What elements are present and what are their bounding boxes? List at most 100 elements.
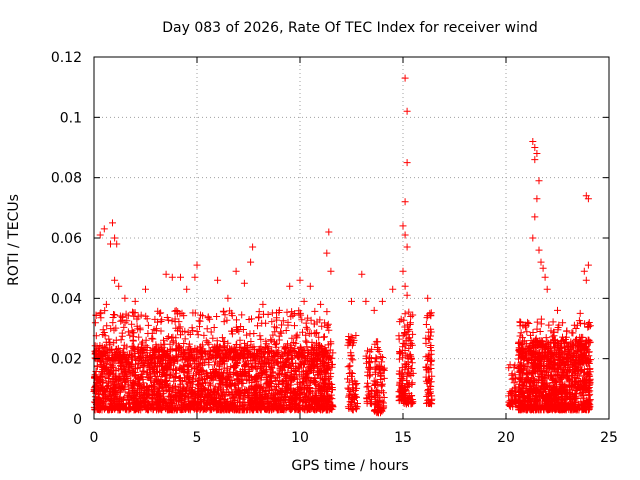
data-point: [346, 362, 354, 370]
data-point: [523, 340, 531, 348]
data-point: [282, 393, 290, 401]
data-point: [311, 307, 319, 315]
data-point: [346, 339, 354, 347]
data-point: [235, 375, 243, 383]
data-point: [427, 309, 435, 317]
data-point: [172, 367, 179, 374]
data-point: [510, 379, 518, 387]
data-point: [294, 406, 302, 414]
data-point: [307, 350, 315, 358]
data-point: [256, 370, 264, 377]
data-point: [175, 374, 183, 382]
data-point: [111, 234, 119, 242]
data-point: [107, 400, 115, 408]
data-point: [378, 382, 386, 390]
data-point: [295, 364, 303, 372]
data-point: [368, 345, 376, 353]
data-point: [223, 388, 231, 396]
data-point: [530, 382, 538, 390]
data-point: [252, 365, 260, 373]
data-point: [319, 379, 327, 387]
data-point: [346, 388, 354, 395]
data-point: [197, 366, 205, 374]
data-point: [174, 308, 182, 316]
data-point: [317, 300, 325, 308]
data-point: [377, 407, 384, 415]
data-point: [320, 368, 328, 376]
data-point: [347, 355, 355, 363]
data-point: [519, 334, 526, 342]
data-point: [180, 349, 188, 357]
data-point: [508, 391, 516, 399]
y-tick-label: 0: [73, 412, 82, 428]
data-point: [224, 339, 232, 347]
data-point: [103, 322, 111, 330]
data-point: [189, 327, 197, 335]
data-point: [166, 340, 174, 348]
data-point: [111, 373, 119, 381]
data-point: [233, 359, 241, 366]
data-point: [553, 370, 561, 378]
data-point: [280, 376, 288, 384]
data-point: [574, 347, 582, 355]
data-point: [296, 390, 303, 397]
data-point: [378, 297, 386, 305]
data-point: [126, 369, 134, 377]
data-point: [576, 353, 584, 361]
data-point: [389, 285, 397, 293]
data-point: [205, 386, 212, 394]
data-point: [533, 394, 540, 402]
data-point: [580, 379, 588, 387]
data-point: [348, 391, 356, 399]
data-point: [299, 397, 307, 405]
data-point: [206, 381, 214, 389]
data-point: [306, 365, 314, 373]
data-point: [252, 375, 260, 383]
data-point: [530, 343, 538, 351]
data-point: [405, 344, 413, 352]
data-point: [220, 308, 228, 316]
data-point: [91, 371, 99, 379]
data-point: [399, 354, 407, 362]
data-point: [285, 399, 293, 406]
data-point: [319, 393, 327, 401]
data-point: [261, 354, 269, 362]
data-point: [576, 383, 584, 391]
data-point: [576, 309, 584, 317]
data-point: [131, 297, 139, 305]
data-point: [197, 348, 205, 356]
data-point: [172, 324, 180, 332]
data-point: [237, 350, 245, 358]
data-point: [523, 352, 531, 360]
data-point: [347, 338, 355, 346]
data-point: [506, 361, 514, 369]
data-point: [126, 331, 134, 339]
data-point: [181, 327, 189, 335]
data-point: [207, 405, 215, 413]
data-point: [403, 243, 411, 251]
data-point: [318, 322, 326, 330]
data-point: [176, 393, 183, 401]
data-point: [156, 392, 164, 400]
data-point: [509, 374, 517, 382]
data-point: [102, 300, 110, 308]
data-point: [160, 364, 168, 372]
data-point: [205, 347, 213, 355]
data-point: [295, 307, 303, 315]
data-point: [584, 369, 592, 377]
data-point: [585, 323, 593, 330]
data-point: [518, 400, 526, 408]
data-point: [101, 352, 109, 360]
data-point: [571, 380, 579, 388]
data-point: [305, 405, 313, 413]
data-point: [241, 388, 249, 396]
data-point: [315, 370, 323, 378]
data-point: [348, 399, 356, 407]
data-point: [286, 372, 294, 380]
data-point: [180, 312, 188, 320]
data-point: [252, 403, 260, 411]
data-point: [283, 308, 291, 316]
data-point: [310, 320, 318, 328]
data-point: [135, 333, 143, 341]
data-point: [129, 337, 137, 345]
